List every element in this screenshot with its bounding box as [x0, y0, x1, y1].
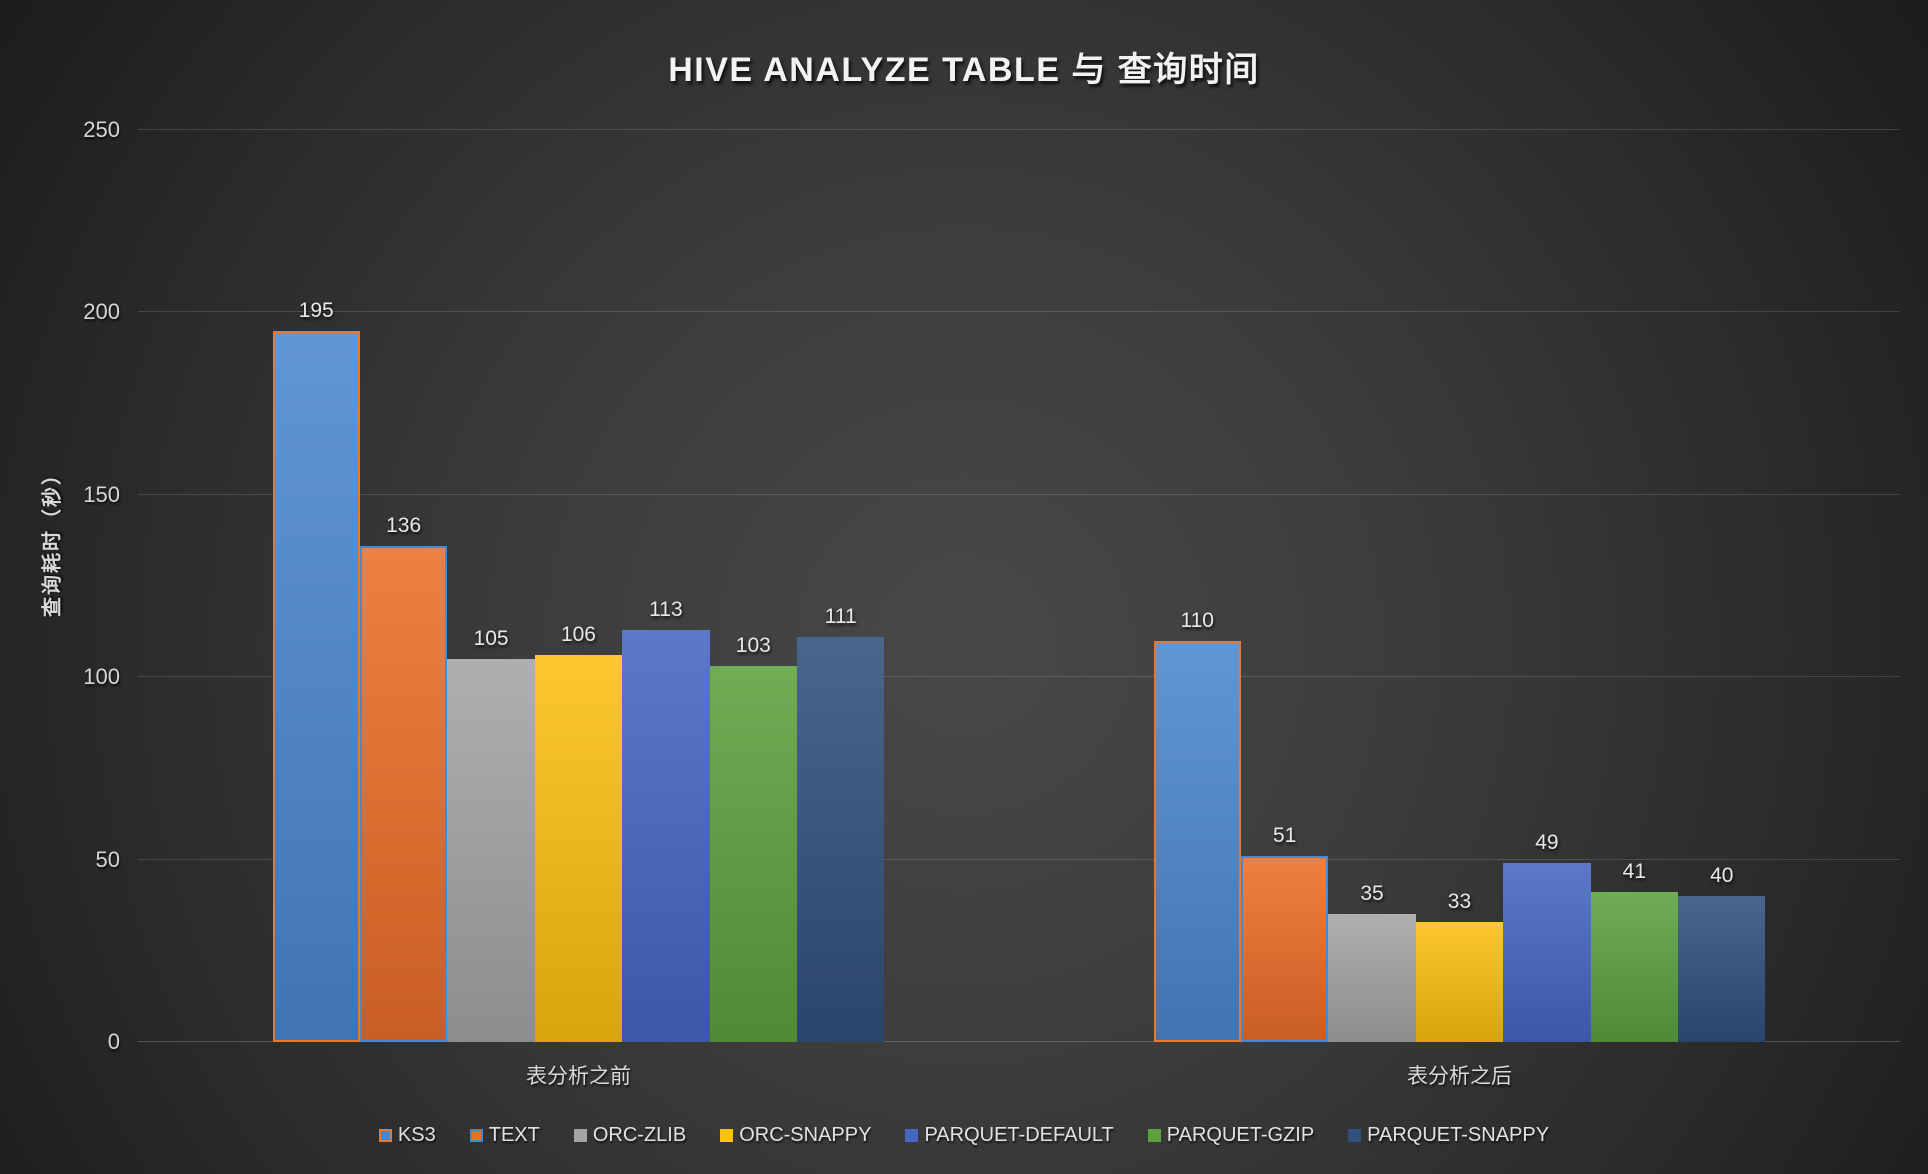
bar-value-label: 40 [1710, 864, 1734, 888]
category-label: 表分析之前 [526, 1065, 631, 1088]
bar-value-label: 49 [1535, 831, 1559, 855]
bar-wrap: 35 [1328, 130, 1416, 1042]
legend-item: PARQUET-SNAPPY [1348, 1124, 1549, 1147]
bar-value-label: 103 [735, 634, 771, 658]
bar [447, 658, 535, 1042]
bar-value-label: 35 [1360, 882, 1384, 906]
plot-area: 0 50 100 150 200 250 195 136 105 106 113 103 111 表分析… [83, 117, 1900, 1088]
legend-swatch-icon [378, 1129, 392, 1142]
bar [359, 545, 448, 1042]
y-tick-label: 150 [83, 481, 120, 507]
bar-value-label: 105 [473, 626, 509, 650]
legend-swatch-icon [720, 1129, 734, 1142]
gridline [138, 676, 1900, 678]
chart-title: HIVE ANALYZE TABLE 与 查询时间 [668, 51, 1260, 89]
legend-swatch-icon [469, 1129, 483, 1142]
legend-label: TEXT [488, 1124, 540, 1146]
bar-value-label: 110 [1180, 608, 1214, 632]
bar [622, 629, 710, 1042]
legend: KS3 TEXT ORC-ZLIB ORC-SNAPPY PARQUET-DEFAULT… [0, 1124, 1928, 1147]
legend-item: PARQUET-GZIP [1147, 1124, 1315, 1147]
legend-item: TEXT [469, 1124, 540, 1147]
bar-value-label: 51 [1272, 823, 1297, 847]
legend-swatch-icon [905, 1129, 919, 1142]
bar-wrap: 105 [447, 130, 535, 1042]
bar-value-label: 136 [386, 513, 422, 537]
y-tick-label: 200 [83, 299, 120, 325]
bar-wrap: 111 [797, 130, 885, 1042]
bar-wrap: 106 [534, 130, 623, 1042]
legend-label: PARQUET-DEFAULT [924, 1124, 1114, 1146]
legend-label: KS3 [397, 1124, 436, 1146]
bar-value-label: 106 [560, 623, 596, 647]
gridline [138, 858, 1900, 860]
gridline [138, 311, 1900, 313]
bar-wrap: 49 [1503, 130, 1591, 1042]
bar-wrap: 113 [622, 130, 710, 1042]
legend-item: PARQUET-DEFAULT [905, 1124, 1114, 1147]
legend-label: ORC-SNAPPY [739, 1124, 872, 1146]
bar [1415, 921, 1504, 1042]
gridline [138, 129, 1900, 130]
bar-value-label: 111 [824, 605, 857, 629]
bar-wrap: 33 [1415, 130, 1504, 1042]
bar [1153, 640, 1241, 1042]
bars-row: 110 51 35 33 49 41 40 [1153, 130, 1766, 1042]
bar [1328, 914, 1416, 1042]
bar-value-label: 195 [298, 298, 334, 322]
legend-label: PARQUET-GZIP [1166, 1124, 1315, 1146]
bar [272, 330, 360, 1042]
legend-item: ORC-SNAPPY [720, 1124, 871, 1147]
x-axis-baseline [138, 1041, 1900, 1042]
legend-swatch-icon [573, 1129, 587, 1142]
legend-swatch-icon [1147, 1129, 1161, 1142]
bar [1678, 896, 1766, 1042]
bar-wrap: 110 [1153, 130, 1241, 1042]
bar [1240, 855, 1329, 1042]
legend-label: ORC-ZLIB [592, 1124, 687, 1146]
legend-item: KS3 [378, 1124, 436, 1147]
bar-wrap: 40 [1678, 130, 1766, 1042]
bar-wrap: 41 [1590, 130, 1679, 1042]
gridline [138, 493, 1900, 495]
bar [534, 655, 623, 1042]
bar-wrap: 51 [1240, 130, 1329, 1042]
bar [1590, 892, 1679, 1042]
y-tick-label: 250 [83, 117, 120, 142]
bar-value-label: 41 [1622, 860, 1646, 884]
bar-wrap: 136 [359, 130, 448, 1042]
bar [1503, 863, 1591, 1042]
bar-group: 195 136 105 106 113 103 111 表分析之前 [138, 130, 1019, 1088]
legend-item: ORC-ZLIB [573, 1124, 687, 1147]
bar-value-label: 33 [1447, 889, 1472, 913]
legend-swatch-icon [1348, 1129, 1362, 1142]
y-tick-label: 0 [107, 1029, 120, 1054]
y-tick-label: 50 [95, 846, 120, 872]
bars-row: 195 136 105 106 113 103 111 [272, 130, 885, 1042]
bar-value-label: 113 [649, 597, 683, 621]
bar-groups: 195 136 105 106 113 103 111 表分析之前 110 51 35 33 49 41 4… [138, 130, 1900, 1088]
y-tick-label: 100 [83, 664, 120, 690]
bar-wrap: 195 [272, 130, 360, 1042]
bar [709, 666, 798, 1042]
bar [797, 637, 885, 1042]
legend-label: PARQUET-SNAPPY [1367, 1124, 1550, 1146]
bar-wrap: 103 [709, 130, 798, 1042]
bar-group: 110 51 35 33 49 41 40 表分析之后 [1019, 130, 1900, 1088]
category-label: 表分析之后 [1407, 1065, 1512, 1088]
